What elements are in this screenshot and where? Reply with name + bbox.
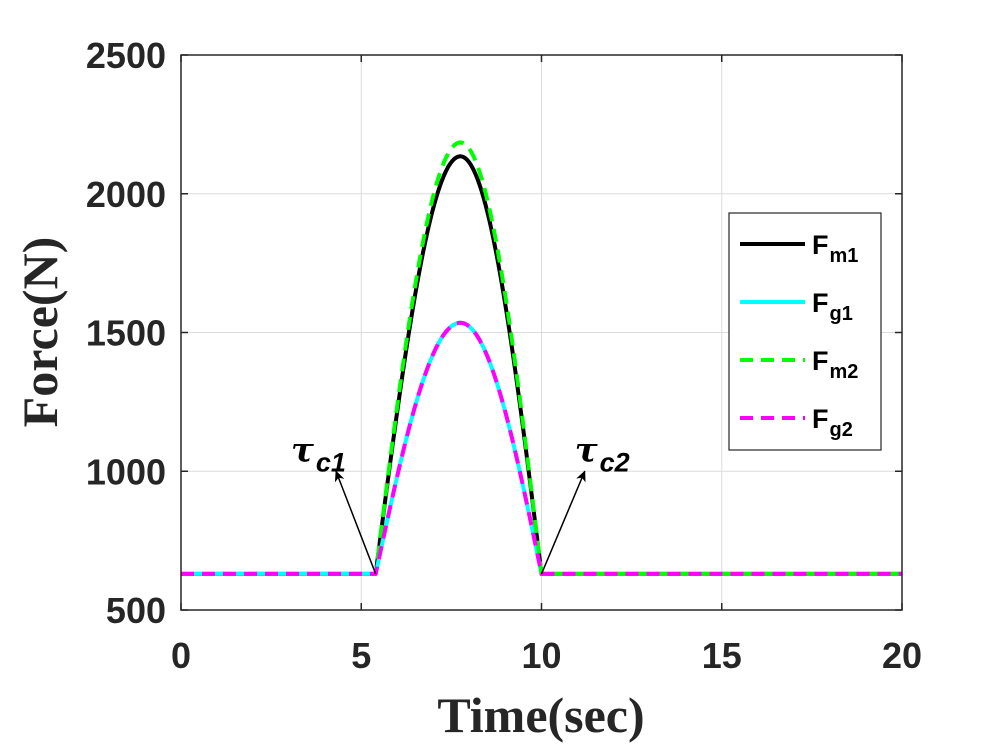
y-axis-title: Force(N) — [12, 237, 68, 428]
legend-box — [728, 212, 882, 451]
x-tick-label: 10 — [521, 635, 561, 676]
series-line-fg2 — [181, 320, 902, 576]
y-tick-label: 2000 — [86, 174, 166, 215]
axis-ticks: 0 5 10 15 20 500 1000 1500 2000 2500 — [86, 35, 922, 676]
x-tick-label: 5 — [351, 635, 371, 676]
annotation-arrow-c2 — [540, 470, 586, 575]
grid-lines — [181, 55, 902, 610]
series-line-fm2 — [181, 140, 902, 576]
y-tick-label: 1000 — [86, 451, 166, 492]
series-line-fm1 — [181, 154, 902, 576]
series-lines — [181, 140, 902, 576]
x-axis-title: Time(sec) — [437, 687, 644, 743]
y-tick-label: 1500 — [86, 313, 166, 354]
y-tick-label: 2500 — [86, 35, 166, 76]
y-tick-label: 500 — [106, 590, 166, 631]
x-tick-label: 0 — [171, 635, 191, 676]
annotation-arrow-c1 — [334, 470, 377, 575]
x-tick-label: 15 — [702, 635, 742, 676]
x-tick-label: 20 — [882, 635, 922, 676]
